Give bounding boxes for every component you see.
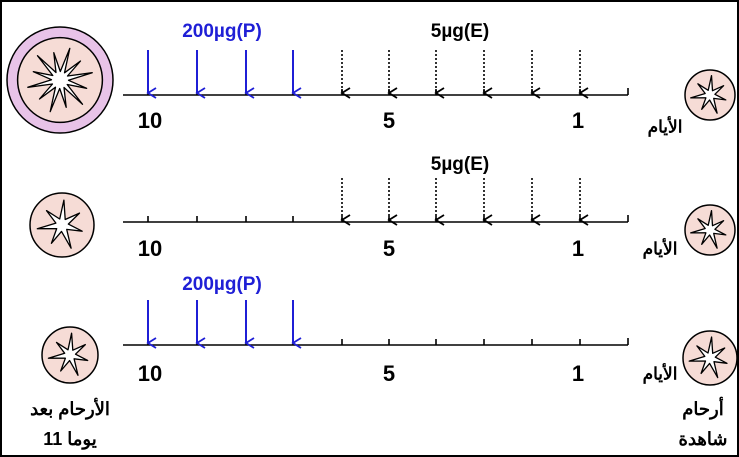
- p-label: 200µg(P): [182, 274, 262, 295]
- day-label: 5: [383, 361, 395, 386]
- uterus-lumen: [36, 199, 83, 249]
- day-label: 1: [572, 236, 584, 261]
- caption: الأرحام بعد: [30, 397, 110, 420]
- uterus-lumen: [690, 209, 727, 249]
- day-label: 1: [572, 108, 584, 133]
- day-label: 5: [383, 236, 395, 261]
- day-label: 10: [138, 361, 162, 386]
- e-label: 5µg(E): [431, 21, 489, 42]
- day-label: 5: [383, 108, 395, 133]
- day-label: 10: [138, 236, 162, 261]
- uterus-lumen: [47, 332, 89, 376]
- uterus-lumen: [688, 336, 728, 379]
- day-label: 1: [572, 361, 584, 386]
- uterus-lumen: [27, 47, 93, 113]
- axis-label: الأيام: [648, 115, 683, 137]
- day-label: 10: [138, 108, 162, 133]
- caption: شاهدة: [679, 429, 728, 449]
- caption: 11 يوما: [43, 429, 96, 450]
- e-label: 5µg(E): [431, 154, 489, 175]
- p-label: 200µg(P): [182, 21, 262, 42]
- uterus-lumen: [690, 74, 727, 114]
- caption: أرحام: [682, 397, 723, 420]
- axis-label: الأيام: [643, 362, 678, 384]
- axis-label: الأيام: [643, 237, 678, 259]
